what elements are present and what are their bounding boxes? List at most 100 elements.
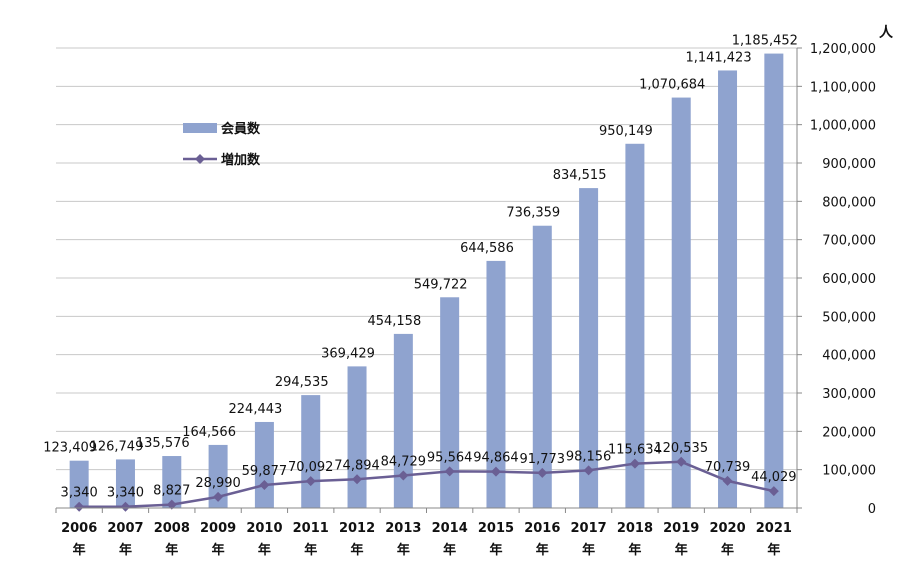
x-tick-label-suffix: 年 bbox=[165, 542, 178, 558]
x-tick-label-year: 2011 bbox=[293, 521, 329, 536]
bar-value-label: 736,359 bbox=[506, 206, 560, 221]
x-tick-label-suffix: 年 bbox=[258, 542, 271, 558]
x-tick-label-year: 2020 bbox=[709, 521, 745, 536]
line-marker bbox=[676, 456, 687, 467]
x-tick-label-suffix: 年 bbox=[767, 542, 780, 558]
legend-line-marker bbox=[195, 154, 205, 164]
bar-value-label: 123,409 bbox=[43, 441, 97, 456]
bar bbox=[764, 53, 784, 509]
bar bbox=[393, 333, 413, 508]
line-value-label: 95,564 bbox=[427, 450, 473, 465]
line-series-increase bbox=[74, 456, 779, 512]
x-tick-label-year: 2006 bbox=[61, 521, 97, 536]
y-axis-ticks: 0 100,000 200,000 300,000 400,000 500,000 600,… bbox=[797, 42, 876, 517]
bar-value-label: 1,185,452 bbox=[732, 34, 798, 49]
bar bbox=[347, 366, 367, 508]
x-tick-label-suffix: 年 bbox=[397, 542, 410, 558]
line-marker bbox=[305, 476, 316, 487]
legend-bar-swatch bbox=[183, 123, 217, 133]
line-value-label: 70,739 bbox=[705, 460, 751, 475]
x-tick-label-suffix: 年 bbox=[536, 542, 549, 558]
x-tick-label-suffix: 年 bbox=[443, 542, 456, 558]
line-marker bbox=[120, 501, 131, 512]
x-tick-label-year: 2013 bbox=[385, 521, 421, 536]
y-tick-label: 900,000 bbox=[822, 157, 876, 172]
line-marker bbox=[537, 467, 548, 478]
bar bbox=[208, 444, 228, 508]
y-tick-label: 0 bbox=[868, 502, 876, 517]
line-marker bbox=[583, 465, 594, 476]
bar-value-label: 126,749 bbox=[90, 439, 144, 454]
bar bbox=[579, 188, 599, 508]
x-tick-label-suffix: 年 bbox=[582, 542, 595, 558]
x-tick-label-suffix: 年 bbox=[351, 542, 364, 558]
line-marker bbox=[352, 474, 363, 485]
x-tick-label-year: 2014 bbox=[432, 521, 468, 536]
line-marker bbox=[444, 466, 455, 477]
increase-line bbox=[79, 460, 775, 508]
y-tick-label: 400,000 bbox=[822, 349, 876, 364]
bar bbox=[69, 460, 89, 508]
y-tick-label: 200,000 bbox=[822, 425, 876, 440]
bar-value-label: 950,149 bbox=[599, 124, 653, 139]
line-value-label: 44,029 bbox=[751, 470, 797, 485]
line-value-label: 74,894 bbox=[334, 458, 380, 473]
bar-value-label: 644,586 bbox=[460, 241, 514, 256]
y-axis-unit: 人 bbox=[879, 24, 894, 41]
bar-value-label: 135,576 bbox=[136, 436, 190, 451]
x-tick-label-suffix: 年 bbox=[73, 542, 86, 558]
line-value-label: 70,092 bbox=[288, 460, 334, 475]
legend: 会員数 増加数 bbox=[183, 121, 261, 168]
x-tick-label-year: 2015 bbox=[478, 521, 514, 536]
line-marker bbox=[259, 480, 270, 491]
x-tick-label-suffix: 年 bbox=[721, 542, 734, 558]
line-marker bbox=[166, 499, 177, 510]
line-value-label: 91,773 bbox=[520, 452, 566, 467]
bar bbox=[718, 70, 738, 508]
line-value-label: 84,729 bbox=[381, 455, 427, 470]
bar-value-label: 369,429 bbox=[321, 346, 375, 361]
y-tick-label: 1,100,000 bbox=[810, 80, 876, 95]
line-value-label: 115,634 bbox=[608, 443, 662, 458]
line-marker bbox=[722, 475, 733, 486]
line-value-label: 28,990 bbox=[195, 476, 241, 491]
line-value-label: 94,864 bbox=[473, 451, 519, 466]
x-tick-label-year: 2012 bbox=[339, 521, 375, 536]
line-marker bbox=[74, 501, 85, 512]
x-tick-label-year: 2009 bbox=[200, 521, 236, 536]
line-value-label: 59,877 bbox=[242, 464, 288, 479]
x-tick-label-suffix: 年 bbox=[212, 542, 225, 558]
bar-value-label: 294,535 bbox=[275, 375, 329, 390]
bar bbox=[671, 97, 691, 508]
x-tick-label-year: 2021 bbox=[756, 521, 792, 536]
line-value-label: 120,535 bbox=[654, 441, 708, 456]
line-marker bbox=[398, 470, 409, 481]
bar bbox=[625, 143, 645, 508]
x-axis-ticks: 2006 年 2007 年 2008 年 2009 年 2010 年 2011 年 2012 年 2013 年… bbox=[55, 508, 798, 558]
x-tick-label-suffix: 年 bbox=[628, 542, 641, 558]
bar-value-label: 454,158 bbox=[367, 314, 421, 329]
line-value-label: 3,340 bbox=[107, 486, 144, 501]
y-tick-label: 500,000 bbox=[822, 310, 876, 325]
legend-line-label: 増加数 bbox=[221, 152, 261, 168]
bar-value-label: 834,515 bbox=[553, 168, 607, 183]
line-value-label: 98,156 bbox=[566, 449, 612, 464]
x-tick-label-year: 2010 bbox=[246, 521, 282, 536]
x-tick-label-suffix: 年 bbox=[304, 542, 317, 558]
x-tick-label-year: 2018 bbox=[617, 521, 653, 536]
x-tick-label-year: 2016 bbox=[524, 521, 560, 536]
bar bbox=[532, 225, 552, 508]
y-tick-label: 700,000 bbox=[822, 234, 876, 249]
bar-value-label: 164,566 bbox=[182, 425, 236, 440]
x-tick-label-suffix: 年 bbox=[675, 542, 688, 558]
bar-value-label: 1,141,423 bbox=[685, 50, 751, 65]
line-value-label: 3,340 bbox=[61, 486, 98, 501]
x-tick-label-year: 2019 bbox=[663, 521, 699, 536]
x-tick-label-year: 2008 bbox=[154, 521, 190, 536]
legend-bar-label: 会員数 bbox=[221, 121, 261, 137]
line-marker bbox=[490, 466, 501, 477]
bar bbox=[115, 459, 135, 508]
line-marker bbox=[768, 486, 779, 497]
